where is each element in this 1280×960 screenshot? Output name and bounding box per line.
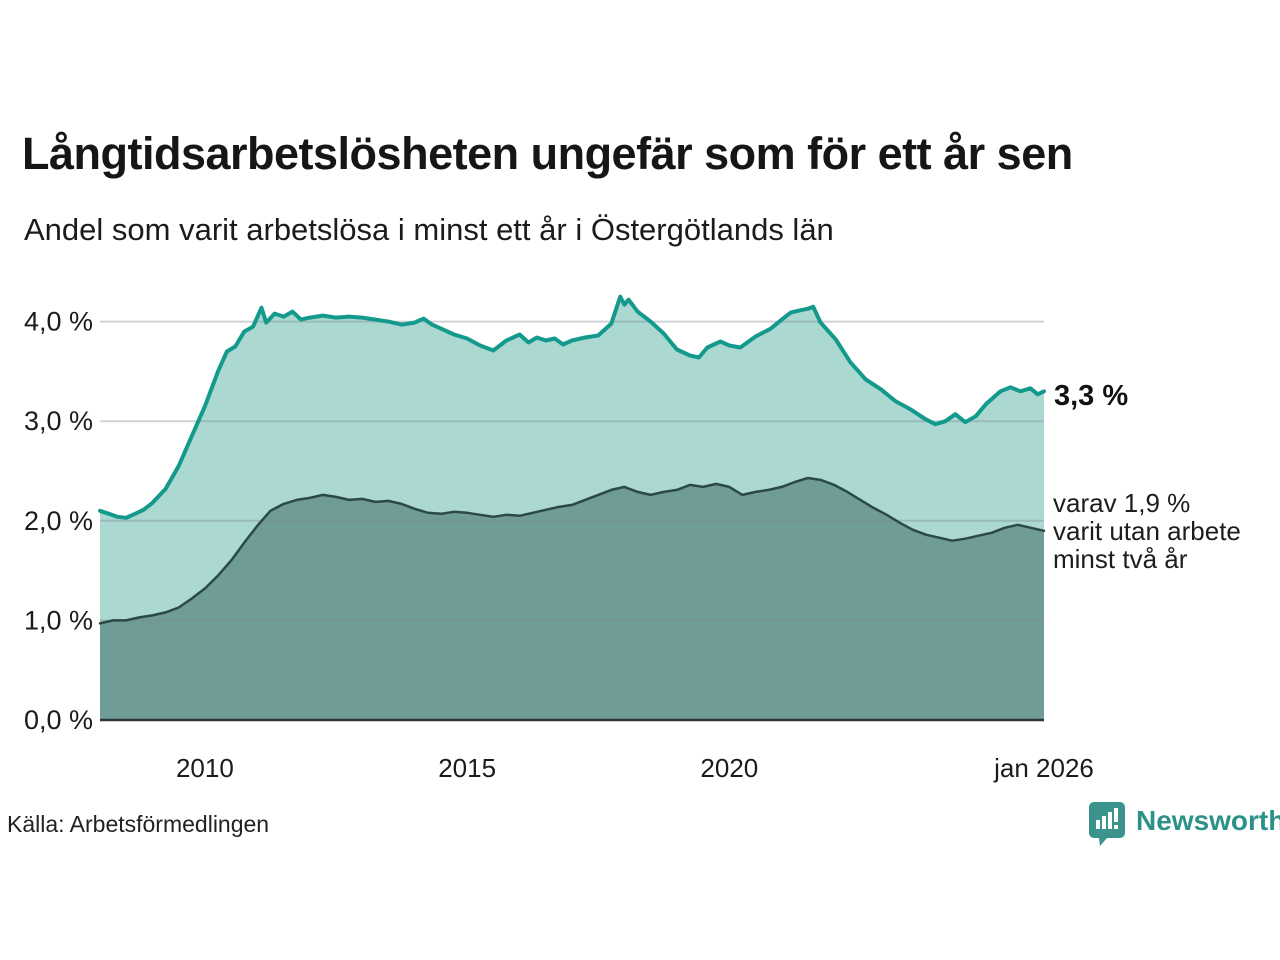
x-tick-label: jan 2026 — [993, 753, 1094, 783]
y-tick-label: 1,0 % — [24, 605, 93, 635]
logo-bar-short — [1096, 820, 1100, 829]
series-line-1 — [98, 476, 1046, 625]
logo-bar-tall — [1108, 812, 1112, 829]
value-label-two-year: varav 1,9 % varit utan arbete minst två … — [1053, 489, 1241, 573]
y-tick-label: 3,0 % — [24, 406, 93, 436]
value-label-total: 3,3 % — [1054, 380, 1129, 412]
series-line-0 — [98, 294, 1046, 520]
area-fill-series-1 — [100, 478, 1044, 720]
x-tick-label: 2010 — [176, 753, 234, 783]
y-tick-label: 0,0 % — [24, 705, 93, 735]
x-tick-label: 2015 — [438, 753, 496, 783]
logo-exclamation-bar — [1114, 808, 1118, 822]
newsworthy-logo-icon — [1089, 802, 1125, 846]
chart-subtitle: Andel som varit arbetslösa i minst ett å… — [24, 212, 834, 247]
source-text: Källa: Arbetsförmedlingen — [7, 811, 270, 837]
chart-title: Långtidsarbetslösheten ungefär som för e… — [22, 128, 1073, 179]
y-tick-label: 2,0 % — [24, 506, 93, 536]
logo-exclamation-dot — [1114, 825, 1118, 829]
y-tick-label: 4,0 % — [24, 307, 93, 337]
value-label-two-year-line2: varit utan arbete — [1053, 516, 1241, 546]
logo-bar-medium — [1102, 816, 1106, 829]
value-label-two-year-line3: minst två år — [1053, 544, 1188, 574]
x-tick-label: 2020 — [700, 753, 758, 783]
newsworthy-logo: Newsworthy — [1087, 800, 1280, 850]
newsworthy-wordmark: Newsworthy — [1136, 805, 1280, 836]
value-label-two-year-line1: varav 1,9 % — [1053, 488, 1191, 518]
